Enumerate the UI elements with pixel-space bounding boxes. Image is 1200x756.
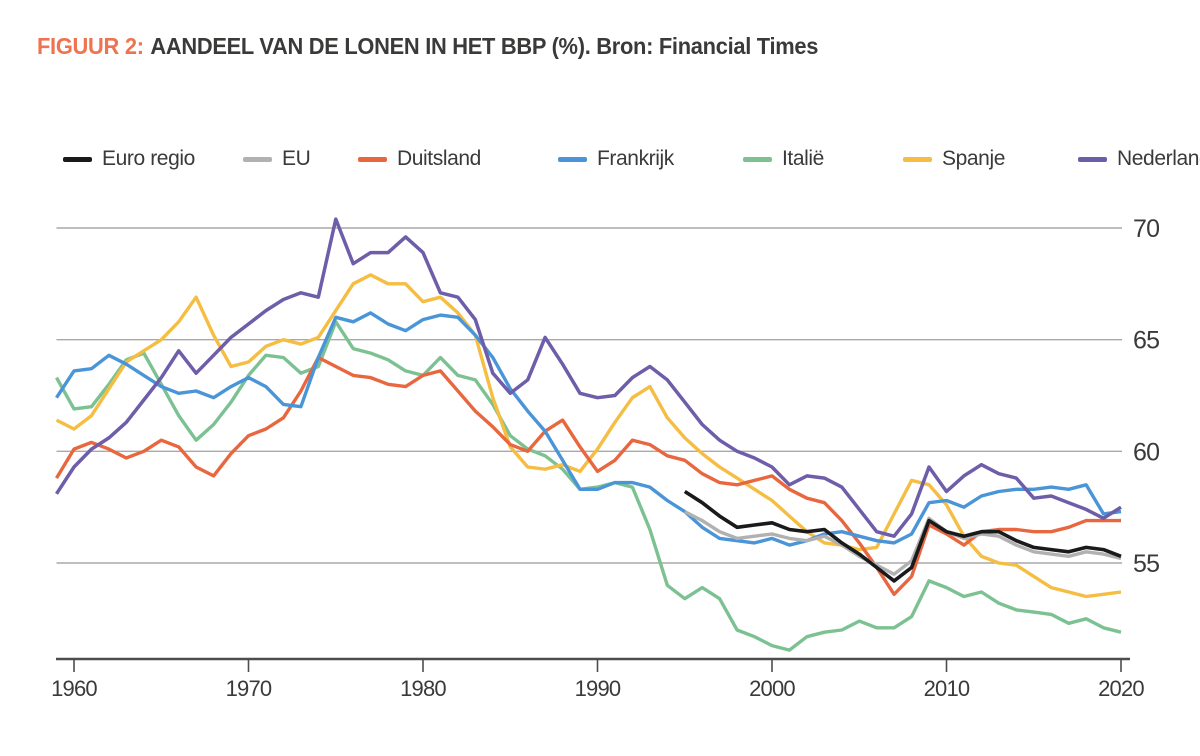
- series-line-spanje: [55, 273, 1122, 599]
- y-tick-label-60: 60: [1133, 438, 1159, 466]
- legend-swatch-euro-regio: [63, 156, 92, 162]
- legend-label-itali-: Italië: [782, 147, 824, 170]
- legend-swatch-nederland: [1078, 156, 1107, 162]
- x-tick-label-1960: 1960: [51, 676, 97, 701]
- series-line-duitsland: [55, 355, 1121, 596]
- series-line-frankrijk: [55, 311, 1122, 547]
- legend-item-frankrijk: Frankrijk: [558, 147, 674, 171]
- legend-item-spanje: Spanje: [903, 147, 1005, 171]
- legend-item-duitsland: Duitsland: [358, 147, 481, 171]
- legend-swatch-eu: [243, 156, 272, 162]
- series-line-itali-: [55, 320, 1122, 652]
- legend-label-eu: EU: [282, 147, 311, 170]
- y-tick-label-55: 55: [1133, 550, 1159, 578]
- legend-item-euro-regio: Euro regio: [63, 147, 195, 171]
- x-tick-label-1970: 1970: [226, 676, 272, 701]
- legend-item-itali-: Italië: [743, 147, 824, 171]
- series-line-eu: [684, 510, 1122, 576]
- y-tick-label-65: 65: [1133, 327, 1159, 355]
- x-tick-label-2000: 2000: [749, 676, 795, 701]
- legend-item-eu: EU: [243, 147, 311, 171]
- legend-label-nederland: Nederland: [1117, 147, 1200, 170]
- legend-swatch-frankrijk: [558, 156, 587, 162]
- legend-swatch-duitsland: [358, 156, 387, 162]
- x-tick-label-2010: 2010: [924, 676, 970, 701]
- legend-item-nederland: Nederland: [1078, 147, 1200, 171]
- legend-label-duitsland: Duitsland: [397, 147, 481, 170]
- x-tick-label-2020: 2020: [1098, 676, 1144, 701]
- legend-label-frankrijk: Frankrijk: [597, 147, 674, 170]
- figure-title: FIGUUR 2: AANDEEL VAN DE LONEN IN HET BBP…: [37, 33, 818, 60]
- legend-swatch-itali-: [743, 156, 772, 162]
- figure-title-text: AANDEEL VAN DE LONEN IN HET BBP (%). Bro…: [150, 33, 819, 59]
- y-tick-label-70: 70: [1133, 215, 1159, 243]
- figure-number-label: FIGUUR 2:: [37, 33, 144, 59]
- series-line-euro-regio: [683, 489, 1122, 583]
- series-line-nederland: [55, 217, 1122, 538]
- x-tick-label-1990: 1990: [575, 676, 621, 701]
- legend-label-euro-regio: Euro regio: [102, 147, 195, 170]
- legend-label-spanje: Spanje: [942, 147, 1005, 170]
- legend-swatch-spanje: [903, 156, 932, 162]
- x-tick-label-1980: 1980: [400, 676, 446, 701]
